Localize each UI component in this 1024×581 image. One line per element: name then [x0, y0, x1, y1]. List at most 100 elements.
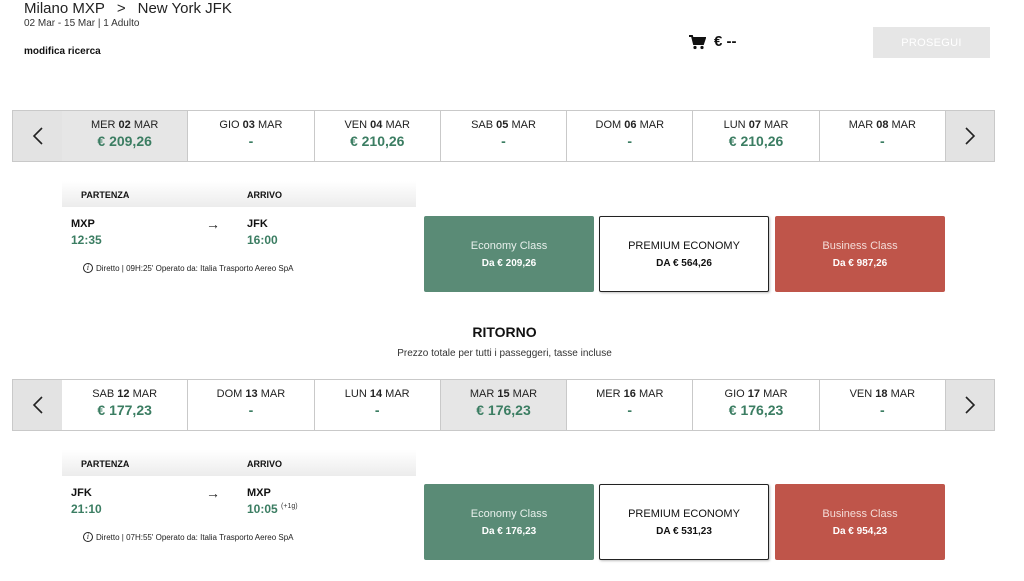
day-number: 03	[242, 119, 255, 131]
fare-price: DA € 531,23	[656, 525, 712, 537]
fare-price: Da € 176,23	[481, 525, 537, 537]
cart-icon	[689, 34, 706, 49]
inbound-day-4[interactable]: MER 16 MAR -	[566, 380, 692, 430]
outbound-day-1[interactable]: GIO 03 MAR -	[187, 111, 313, 161]
outbound-economy-card[interactable]: Economy Class Da € 209,26	[424, 216, 594, 292]
info-icon[interactable]: i	[83, 263, 93, 273]
arrival-header: ARRIVO	[247, 459, 283, 469]
inbound-day-6[interactable]: VEN 18 MAR -	[818, 380, 945, 430]
outbound-business-card[interactable]: Business Class Da € 987,26	[775, 216, 945, 292]
outbound-next-button[interactable]	[945, 111, 994, 161]
chevron-left-icon	[32, 396, 43, 414]
outbound-premium-card[interactable]: PREMIUM ECONOMY DA € 564,26	[599, 216, 769, 292]
day-month: MAR	[385, 119, 410, 131]
day-of-week: MAR	[848, 119, 874, 131]
fare-price: DA € 564,26	[656, 257, 712, 269]
chevron-left-icon	[32, 127, 43, 145]
outbound-day-5[interactable]: LUN 07 MAR € 210,26	[692, 111, 818, 161]
day-of-week: MER	[596, 388, 621, 400]
info-icon[interactable]: i	[83, 532, 93, 542]
day-of-week: SAB	[471, 119, 494, 131]
inbound-from-time: 21:10	[71, 502, 102, 516]
chevron-right-icon: >	[116, 0, 126, 17]
day-number: 06	[624, 119, 637, 131]
inbound-prev-button[interactable]	[13, 380, 62, 430]
day-label: DOM 06 MAR	[596, 119, 665, 131]
day-label: VEN 04 MAR	[344, 119, 409, 131]
day-of-week: GIO	[219, 119, 240, 131]
inbound-day-0[interactable]: SAB 12 MAR € 177,23	[62, 380, 187, 430]
inbound-to-time: 10:05 (+1g)	[247, 502, 298, 516]
outbound-from-code: MXP	[71, 218, 95, 230]
day-price: -	[374, 402, 380, 418]
day-price: € 176,23	[476, 402, 531, 418]
day-offset-badge: (+1g)	[281, 503, 298, 510]
outbound-days: MER 02 MAR € 209,26 GIO 03 MAR - VEN 04 MAR €…	[62, 111, 945, 161]
day-price: -	[627, 402, 633, 418]
day-of-week: DOM	[595, 119, 622, 131]
day-label: LUN 07 MAR	[724, 119, 789, 131]
day-of-week: LUN	[344, 388, 367, 400]
day-number: 02	[118, 119, 131, 131]
destination-label: New York JFK	[137, 0, 232, 17]
day-of-week: MAR	[469, 388, 495, 400]
outbound-flight-header: PARTENZA ARRIVO	[62, 181, 416, 207]
fare-name: Economy Class	[470, 507, 548, 520]
outbound-day-3[interactable]: SAB 05 MAR -	[439, 111, 566, 161]
day-month: MAR	[763, 388, 788, 400]
day-of-week: MER	[91, 119, 116, 131]
outbound-info-text: Diretto | 09H:25' Operato da: Italia Tra…	[96, 263, 294, 273]
fare-price: Da € 954,23	[832, 525, 888, 537]
arrow-right-icon: →	[206, 485, 220, 501]
cart-summary[interactable]: € --	[688, 33, 737, 50]
inbound-premium-card[interactable]: PREMIUM ECONOMY DA € 531,23	[599, 484, 769, 560]
day-of-week: DOM	[216, 388, 243, 400]
inbound-business-card[interactable]: Business Class Da € 954,23	[775, 484, 945, 560]
outbound-day-6[interactable]: MAR 08 MAR -	[818, 111, 945, 161]
inbound-from-code: JFK	[71, 487, 92, 499]
inbound-day-1[interactable]: DOM 13 MAR -	[187, 380, 313, 430]
return-subtitle: Prezzo totale per tutti i passeggeri, ta…	[397, 348, 612, 359]
inbound-day-3[interactable]: MAR 15 MAR € 176,23	[439, 380, 567, 430]
day-month: MAR	[260, 388, 286, 400]
search-summary: 02 Mar - 15 Mar | 1 Adulto	[24, 18, 140, 29]
day-of-week: SAB	[92, 388, 115, 400]
inbound-date-strip: SAB 12 MAR € 177,23 DOM 13 MAR - LUN 14 MAR -…	[12, 379, 995, 431]
day-label: SAB 12 MAR	[92, 388, 157, 400]
day-month: MAR	[891, 119, 916, 131]
modify-search-link[interactable]: modifica ricerca	[24, 46, 101, 57]
outbound-day-0[interactable]: MER 02 MAR € 209,26	[62, 111, 188, 161]
outbound-day-2[interactable]: VEN 04 MAR € 210,26	[313, 111, 440, 161]
day-price: -	[501, 133, 506, 149]
day-number: 13	[245, 388, 258, 400]
day-number: 14	[369, 388, 383, 400]
day-of-week: GIO	[724, 388, 745, 400]
chevron-right-icon	[965, 127, 976, 145]
departure-header: PARTENZA	[81, 459, 130, 469]
day-number: 08	[876, 119, 889, 131]
inbound-economy-card[interactable]: Economy Class Da € 176,23	[424, 484, 594, 560]
outbound-day-4[interactable]: DOM 06 MAR -	[566, 111, 692, 161]
day-label: GIO 03 MAR	[219, 119, 282, 131]
day-month: MAR	[385, 388, 410, 400]
day-of-week: VEN	[344, 119, 368, 131]
fare-name: Business Class	[822, 239, 898, 252]
day-price: -	[627, 133, 633, 149]
inbound-day-2[interactable]: LUN 14 MAR -	[313, 380, 440, 430]
day-label: LUN 14 MAR	[345, 388, 410, 400]
cart-total: € --	[714, 33, 737, 50]
inbound-day-5[interactable]: GIO 17 MAR € 176,23	[692, 380, 818, 430]
day-price: € 210,26	[728, 133, 784, 149]
inbound-to-code: MXP	[247, 487, 271, 499]
day-number: 04	[370, 119, 383, 131]
day-price: € 176,23	[728, 402, 784, 418]
proceed-button[interactable]: PROSEGUI	[873, 27, 990, 58]
day-price: € 177,23	[97, 402, 152, 418]
day-label: SAB 05 MAR	[471, 119, 536, 131]
day-number: 18	[875, 388, 888, 400]
fare-name: PREMIUM ECONOMY	[628, 239, 740, 252]
inbound-next-button[interactable]	[945, 380, 994, 430]
fare-name: Economy Class	[470, 239, 548, 252]
outbound-prev-button[interactable]	[13, 111, 62, 161]
route-title: Milano MXP > New York JFK	[24, 0, 232, 17]
